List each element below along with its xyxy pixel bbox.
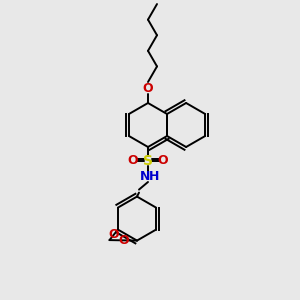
Text: S: S xyxy=(143,154,153,168)
Text: O: O xyxy=(108,228,119,241)
Text: O: O xyxy=(118,234,128,247)
Text: O: O xyxy=(143,82,153,95)
Text: O: O xyxy=(158,154,168,167)
Text: O: O xyxy=(128,154,138,167)
Text: H: H xyxy=(149,170,159,184)
Text: N: N xyxy=(140,170,150,184)
